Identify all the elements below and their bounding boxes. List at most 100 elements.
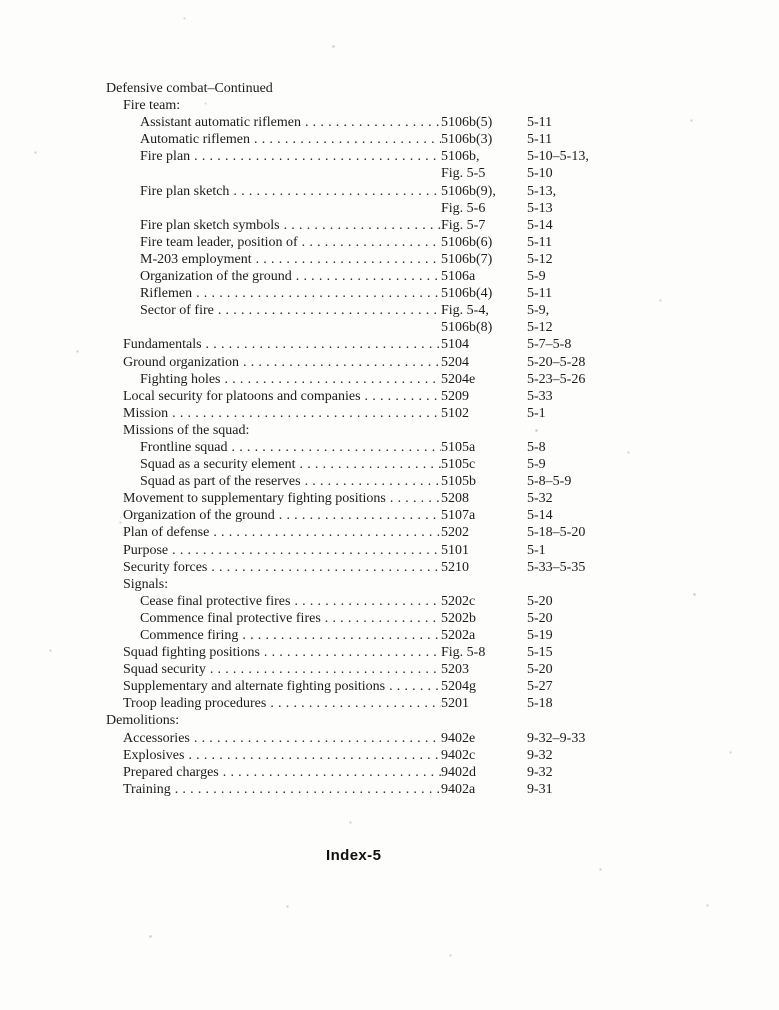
index-row-main: Fighting holes [106, 371, 441, 388]
page-number: 5-32 [527, 491, 553, 507]
index-heading-row: Defensive combat–Continued [106, 80, 622, 97]
index-row: Organization of the ground 5107a 5-14 [106, 507, 622, 524]
page-number: 9-32 [527, 747, 553, 763]
dot-leader [290, 593, 441, 610]
entry-label: Organization of the ground [140, 269, 292, 285]
index-row-main: Ground organization [106, 354, 441, 371]
page-number: 5-11 [527, 115, 553, 131]
paragraph-ref: 9402e [441, 730, 476, 746]
entry-label: Fire plan [140, 149, 191, 165]
paragraph-ref: 5106b(7) [441, 251, 493, 267]
dot-leader [192, 285, 441, 302]
dot-leader [275, 507, 441, 524]
page-number: 5-11 [527, 286, 553, 302]
index-row-main: Security forces [106, 559, 441, 576]
page-number: 5-1 [527, 405, 546, 421]
dot-leader [386, 490, 441, 507]
dot-leader [321, 610, 441, 627]
page-number: 5-12 [527, 320, 553, 336]
paragraph-ref: Fig. 5-7 [441, 217, 486, 233]
index-row-main: Organization of the ground [106, 268, 441, 285]
dot-leader [207, 559, 441, 576]
entry-label: Fighting holes [140, 371, 221, 387]
index-row: Sector of fire Fig. 5-4, 5-9, [106, 302, 622, 319]
index-row: Organization of the ground 5106a 5-9 [106, 268, 622, 285]
entry-label: Defensive combat–Continued [106, 81, 273, 96]
entry-label: Demolitions: [106, 713, 180, 729]
entry-label: Ground organization [123, 354, 239, 370]
paragraph-ref: 5202a [441, 628, 476, 643]
paragraph-ref: 5107a [441, 508, 476, 524]
dot-leader [239, 354, 441, 371]
entry-label: M-203 employment [140, 251, 252, 267]
index-row-main: Commence firing [106, 627, 441, 644]
page-number: 5-8 [527, 439, 546, 455]
paragraph-ref: 5204 [441, 354, 469, 370]
index-row-main: Demolitions: [106, 712, 622, 729]
dot-leader [292, 268, 441, 285]
paragraph-ref: 5106b(8) [441, 320, 493, 336]
index-row: Accessories 9402e 9-32–9-33 [106, 730, 622, 747]
index-row-main: Squad security [106, 661, 441, 678]
index-row: Fire plan sketch symbols Fig. 5-7 5-14 [106, 217, 622, 234]
index-row-main: Assistant automatic riflemen [106, 114, 441, 131]
page-number: 5-8–5-9 [527, 474, 572, 490]
page-number: 5-23–5-26 [527, 371, 586, 387]
index-row-main: Signals: [106, 576, 622, 593]
index-row: Mission 5102 5-1 [106, 405, 622, 422]
page-number: 5-9, [527, 303, 550, 319]
index-row-main [106, 319, 441, 336]
dot-leader [219, 764, 441, 781]
dot-leader [209, 524, 441, 541]
page-number: 5-15 [527, 645, 553, 661]
paragraph-ref: 5208 [441, 491, 469, 507]
index-row: Squad fighting positions Fig. 5-8 5-15 [106, 644, 622, 661]
paragraph-ref: 9402d [441, 764, 476, 780]
index-row-main: Fire plan sketch symbols [106, 217, 441, 234]
entry-label: Fundamentals [123, 337, 202, 353]
paragraph-ref: 5106b(6) [441, 234, 493, 250]
entry-label: Plan of defense [123, 525, 210, 541]
index-list: Defensive combat–Continued Fire team: Assi… [106, 80, 622, 798]
index-row-main: Mission [106, 405, 441, 422]
dot-leader [298, 234, 441, 251]
index-row: Commence firing 5202a 5-19 [106, 627, 622, 644]
entry-label: Squad security [123, 662, 206, 678]
dot-leader [168, 405, 441, 422]
index-row: M-203 employment 5106b(7) 5-12 [106, 251, 622, 268]
dot-leader [190, 730, 441, 747]
index-row-main: Organization of the ground [106, 507, 441, 524]
entry-label: Troop leading procedures [123, 696, 267, 712]
index-row: Explosives 9402c 9-32 [106, 747, 622, 764]
index-row-main: Prepared charges [106, 764, 441, 781]
page-number: 5-1 [527, 542, 546, 558]
index-row: Frontline squad 5105a 5-8 [106, 439, 622, 456]
entry-label: Sector of fire [140, 303, 214, 319]
dot-leader [171, 781, 441, 798]
entry-label: Squad as part of the reserves [140, 474, 301, 490]
paragraph-ref: Fig. 5-6 [441, 200, 486, 216]
dot-leader [301, 473, 441, 490]
index-row: Cease final protective fires 5202c 5-20 [106, 593, 622, 610]
paragraph-ref: 5202c [441, 593, 476, 609]
index-row-main: Movement to supplementary fighting posit… [106, 490, 441, 507]
index-row-main: Commence final protective fires [106, 610, 441, 627]
dot-leader [252, 251, 441, 268]
paragraph-ref: 5106b(5) [441, 115, 493, 131]
dot-leader [206, 661, 441, 678]
dot-leader [296, 456, 441, 473]
dot-leader [190, 148, 441, 165]
paragraph-ref: 5105b [441, 474, 476, 490]
index-row-main: Accessories [106, 730, 441, 747]
paragraph-ref: 5204e [441, 371, 476, 387]
index-row-main: Sector of fire [106, 302, 441, 319]
page-number: 5-9 [527, 457, 546, 473]
paragraph-ref: Fig. 5-8 [441, 645, 486, 661]
page-number: 5-11 [527, 132, 553, 148]
index-heading-row: Missions of the squad: [106, 422, 622, 439]
entry-label: Signals: [123, 576, 169, 592]
page-number: 5-10–5-13, [527, 149, 589, 165]
page-number: 5-10 [527, 166, 553, 182]
page-number: 5-11 [527, 234, 553, 250]
index-row-main: Riflemen [106, 285, 441, 302]
